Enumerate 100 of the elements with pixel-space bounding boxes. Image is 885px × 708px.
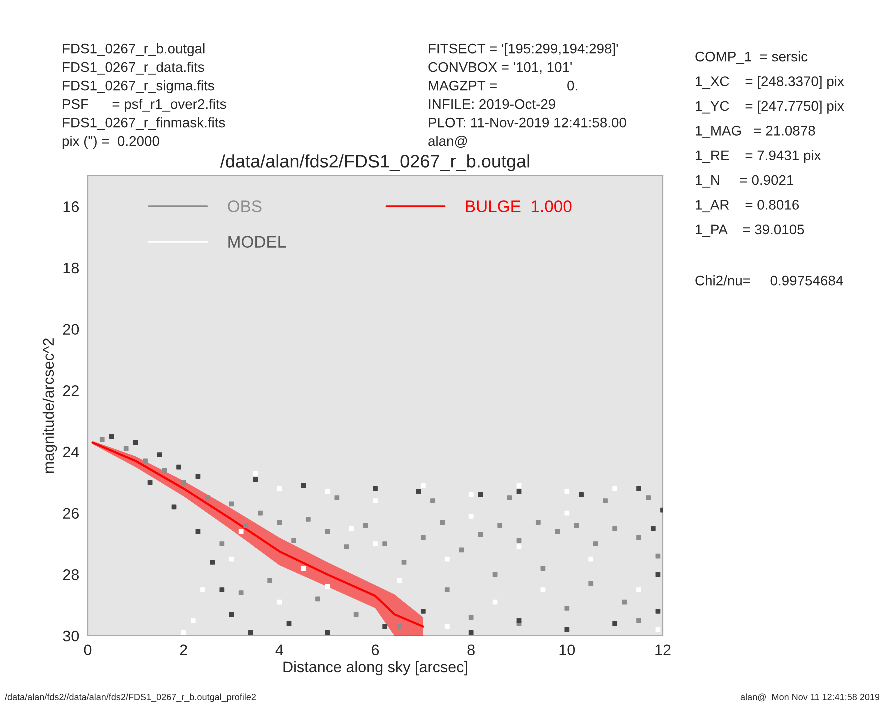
point — [162, 468, 168, 473]
text: pix (") = 0.2000 — [62, 136, 160, 149]
point — [656, 609, 661, 614]
text: PSF = psf_r1_over2.fits — [63, 99, 226, 112]
point — [349, 526, 354, 532]
y-axis-title: magnitude/arcsec^2 — [42, 338, 58, 474]
x-tick-label: 4 — [276, 644, 284, 656]
point — [325, 630, 330, 636]
point — [420, 609, 426, 614]
point — [430, 498, 436, 504]
point — [176, 464, 182, 470]
point — [373, 486, 378, 492]
legend-label: OBS — [228, 200, 262, 212]
point — [540, 588, 546, 592]
y-tick-label: 24 — [63, 446, 80, 458]
text: FDS1_0267_r_data.fits — [63, 62, 204, 75]
x-tick-label: 6 — [372, 644, 380, 656]
point — [133, 440, 138, 446]
point — [277, 486, 282, 492]
text: 1_PA = 39.0105 — [696, 224, 804, 238]
point — [181, 630, 186, 636]
legend-label: BULGE 1.000 — [466, 200, 572, 212]
point — [334, 496, 340, 500]
point — [603, 498, 608, 504]
point — [492, 572, 498, 578]
point — [498, 523, 503, 528]
text: 1_N = 0.9021 — [696, 175, 794, 188]
point — [574, 523, 580, 528]
point — [516, 538, 522, 544]
point — [650, 526, 656, 532]
point — [636, 486, 642, 492]
text: FITSECT = '[195:299,194:298]' — [429, 44, 618, 56]
point — [636, 535, 642, 540]
text: FDS1_0267_r_sigma.fits — [63, 80, 214, 94]
point — [258, 510, 263, 516]
point — [238, 529, 244, 534]
point — [157, 452, 162, 458]
point — [373, 498, 378, 504]
y-tick-label: 28 — [63, 570, 80, 580]
x-axis-title: Distance along sky [arcsec] — [284, 661, 468, 676]
point — [612, 621, 618, 626]
point — [253, 471, 258, 476]
point — [564, 489, 570, 494]
point — [238, 590, 244, 596]
point — [253, 477, 258, 482]
text: PLOT: 11-Nov-2019 12:41:58.00 — [429, 118, 626, 128]
point — [373, 542, 378, 546]
point — [468, 514, 474, 519]
text: 1_YC = [247.7750] pix — [696, 100, 844, 114]
point — [612, 486, 618, 492]
text: 1_AR = 0.8016 — [696, 200, 800, 213]
point — [402, 560, 407, 565]
text: FDS1_0267_r_finmask.fits — [63, 118, 226, 130]
point — [268, 578, 273, 584]
point — [564, 606, 570, 611]
point — [420, 535, 426, 540]
point — [306, 517, 311, 522]
point — [507, 496, 512, 500]
point — [200, 588, 206, 592]
point — [277, 600, 282, 605]
point — [656, 572, 661, 578]
point — [416, 489, 422, 494]
point — [536, 520, 541, 525]
point — [205, 496, 210, 500]
point — [229, 556, 234, 562]
point — [468, 630, 474, 636]
point — [588, 581, 594, 586]
point — [420, 483, 426, 488]
y-tick-label: 26 — [63, 508, 79, 520]
point — [382, 624, 388, 630]
point — [459, 548, 464, 553]
point — [564, 510, 570, 516]
point — [100, 437, 105, 442]
point — [588, 556, 594, 562]
point — [148, 480, 153, 486]
text: COMP_1 = sersic — [696, 52, 808, 64]
point — [181, 480, 186, 486]
point — [325, 584, 330, 590]
point — [516, 544, 522, 550]
point — [636, 618, 642, 624]
point — [636, 588, 642, 592]
text: INFILE: 2019-Oct-29 — [429, 99, 556, 110]
point — [444, 624, 450, 630]
point — [248, 630, 254, 636]
text: 1_MAG = 21.0878 — [696, 126, 816, 138]
text: alan@ — [428, 136, 468, 148]
point — [397, 624, 402, 630]
x-tick-label: 12 — [656, 644, 671, 656]
point — [277, 520, 282, 525]
point — [316, 596, 320, 602]
point — [579, 492, 584, 498]
point — [244, 523, 249, 528]
point — [325, 489, 330, 494]
point — [363, 523, 368, 528]
point — [229, 612, 234, 617]
point — [220, 588, 225, 592]
x-tick-label: 0 — [84, 644, 92, 656]
text: 1_XC = [248.3370] pix — [696, 76, 844, 90]
point — [196, 474, 201, 479]
y-tick-label: 20 — [63, 324, 80, 336]
